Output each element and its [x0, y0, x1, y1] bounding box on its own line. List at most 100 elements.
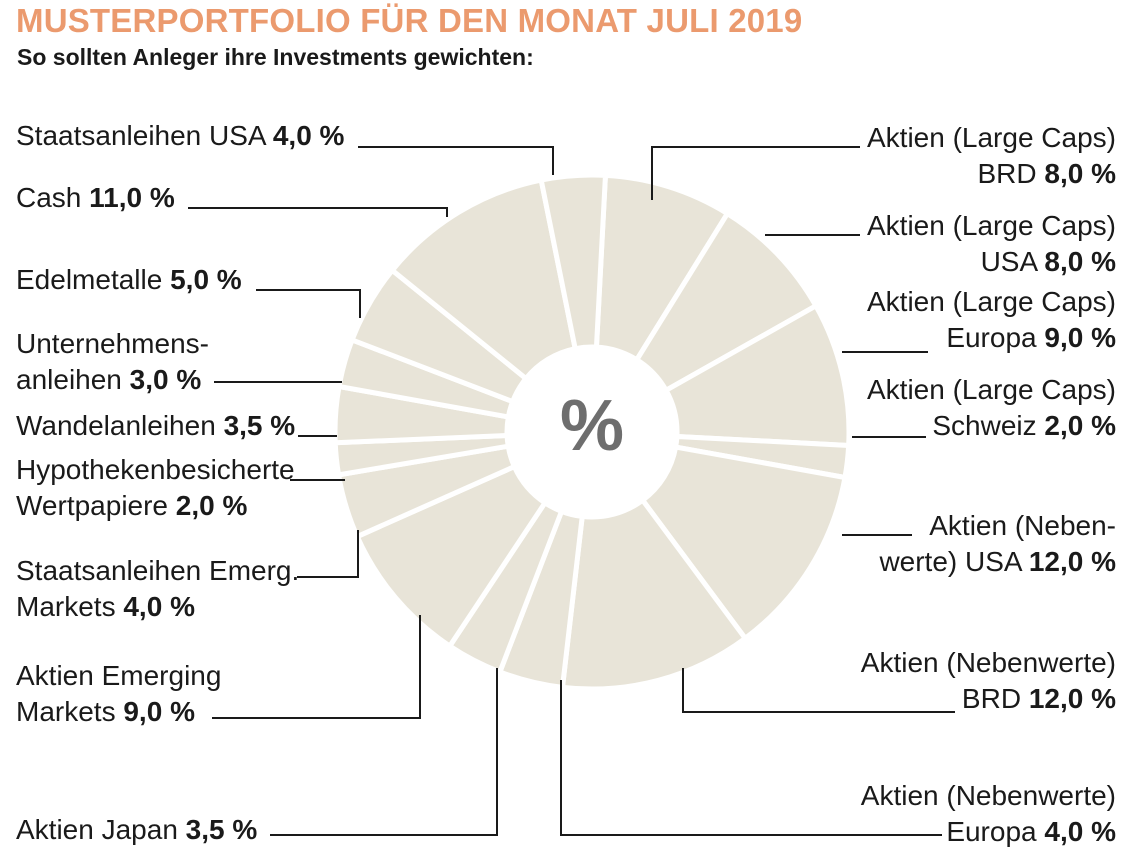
leader-line-staatsanleihen-emerg-markets: [297, 530, 359, 578]
slice-label-text: Hypothekenbesicherte: [16, 454, 295, 485]
slice-label-text: Schweiz: [932, 410, 1037, 441]
leader-line-aktien-nebenwerte-brd: [682, 668, 955, 713]
slice-label-cash: Cash 11,0 %: [16, 180, 175, 216]
slice-label-aktien-large-caps-schweiz: Aktien (Large Caps) Schweiz 2,0 %: [867, 372, 1116, 444]
slice-label-text: Edelmetalle: [16, 264, 163, 295]
slice-value-label: 5,0 %: [170, 264, 242, 295]
slice-label-text: Cash: [16, 182, 82, 213]
slice-value-label: 8,0 %: [1044, 158, 1116, 189]
slice-label-line: Aktien (Large Caps): [867, 208, 1116, 244]
slice-label-text: anleihen: [16, 364, 122, 395]
slice-label-text: Aktien (Nebenwerte): [860, 780, 1116, 811]
slice-label-text: Markets: [16, 696, 116, 727]
slice-label-line: Aktien (Nebenwerte): [861, 778, 1116, 814]
slice-label-line: Cash 11,0 %: [16, 180, 175, 216]
slice-label-line: Aktien Japan 3,5 %: [16, 812, 257, 848]
slice-label-line: BRD 12,0 %: [861, 681, 1116, 717]
slice-label-text: werte) USA: [879, 546, 1022, 577]
slice-label-staatsanleihen-usa: Staatsanleihen USA 4,0 %: [16, 118, 344, 154]
slice-label-line: Edelmetalle 5,0 %: [16, 262, 242, 298]
slice-label-hypothekenbesicherte-wertpapiere: Hypothekenbesicherte Wertpapiere 2,0 %: [16, 452, 295, 524]
slice-label-aktien-nebenwerte-europa: Aktien (Nebenwerte) Europa 4,0 %: [861, 778, 1116, 850]
slice-aktien-nebenwerte-usa: [640, 444, 848, 641]
slice-label-text: BRD: [961, 683, 1022, 714]
slice-label-aktien-large-caps-europa: Aktien (Large Caps) Europa 9,0 %: [867, 284, 1116, 356]
slice-label-aktien-large-caps-usa: Aktien (Large Caps) USA 8,0 %: [867, 208, 1116, 280]
slice-value-label: 3,5 %: [223, 410, 296, 441]
slice-label-line: werte) USA 12,0 %: [879, 544, 1116, 580]
center-percent-label: %: [560, 386, 624, 466]
leader-line-aktien-nebenwerte-europa: [560, 680, 942, 836]
slice-label-text: Europa: [946, 816, 1037, 847]
slice-label-text: Unternehmens-: [16, 328, 209, 359]
slice-value-label: 8,0 %: [1044, 246, 1116, 277]
slice-label-line: Wandelanleihen 3,5 %: [16, 408, 295, 444]
slice-value-label: 4,0 %: [123, 591, 195, 622]
slice-label-staatsanleihen-emerg-markets: Staatsanleihen Emerg. Markets 4,0 %: [16, 553, 299, 625]
slice-value-label: 4,0 %: [272, 120, 345, 151]
slice-value-label: 12,0 %: [1028, 683, 1116, 714]
slice-staatsanleihen-usa: [538, 172, 608, 352]
slice-value-label: 4,0 %: [1044, 816, 1116, 847]
chart-title: MUSTERPORTFOLIO FÜR DEN MONAT JULI 2019: [16, 2, 803, 39]
slice-aktien-nebenwerte-brd: [559, 497, 748, 692]
slice-label-text: Aktien (Neben-: [929, 510, 1116, 541]
slice-label-aktien-nebenwerte-usa: Aktien (Neben-werte) USA 12,0 %: [879, 508, 1116, 580]
slice-label-line: Staatsanleihen Emerg.: [16, 553, 299, 589]
slice-label-line: Hypothekenbesicherte: [16, 452, 295, 488]
slice-label-text: Staatsanleihen Emerg.: [16, 555, 300, 586]
slice-label-text: Wertpapiere: [16, 490, 169, 521]
slice-label-line: Aktien (Large Caps): [867, 284, 1116, 320]
slice-label-aktien-emerging-markets: Aktien Emerging Markets 9,0 %: [16, 658, 221, 730]
slice-label-line: Aktien (Neben-: [879, 508, 1116, 544]
slice-label-line: Aktien Emerging: [16, 658, 221, 694]
slice-label-text: Aktien (Large Caps): [866, 122, 1116, 153]
slice-label-line: Aktien (Large Caps): [867, 120, 1116, 156]
chart-subtitle: So sollten Anleger ihre Investments gewi…: [17, 44, 534, 70]
slice-label-aktien-large-caps-brd: Aktien (Large Caps) BRD 8,0 %: [867, 120, 1116, 192]
slice-label-text: Aktien (Large Caps): [866, 286, 1116, 317]
slice-label-aktien-nebenwerte-brd: Aktien (Nebenwerte) BRD 12,0 %: [861, 645, 1116, 717]
leader-line-cash: [188, 207, 448, 217]
slice-label-line: Aktien (Nebenwerte): [861, 645, 1116, 681]
slice-label-line: Staatsanleihen USA 4,0 %: [16, 118, 344, 154]
slice-label-text: BRD: [977, 158, 1037, 189]
slice-label-line: USA 8,0 %: [867, 244, 1116, 280]
slices-group: [332, 172, 852, 692]
slice-label-text: Aktien (Large Caps): [866, 210, 1116, 241]
slice-label-line: Europa 9,0 %: [867, 320, 1116, 356]
slice-value-label: 2,0 %: [175, 490, 248, 521]
slice-label-line: Markets 4,0 %: [16, 589, 299, 625]
slice-label-edelmetalle: Edelmetalle 5,0 %: [16, 262, 242, 298]
slice-label-text: USA: [980, 246, 1037, 277]
slice-value-label: 3,0 %: [129, 364, 202, 395]
slice-label-line: anleihen 3,0 %: [16, 362, 209, 398]
slice-value-label: 11,0 %: [89, 182, 175, 213]
slice-label-text: Aktien Japan: [16, 814, 178, 845]
slice-label-text: Wandelanleihen: [16, 410, 216, 441]
slice-cash: [389, 177, 578, 382]
slice-label-line: Aktien (Large Caps): [867, 372, 1116, 408]
leader-line-aktien-japan: [270, 668, 498, 836]
slice-label-text: Europa: [946, 322, 1037, 353]
slice-value-label: 3,5 %: [185, 814, 258, 845]
leader-lines-group: [188, 146, 955, 836]
leader-line-aktien-emerging-markets: [212, 615, 421, 719]
slice-label-text: Aktien Emerging: [16, 660, 222, 691]
slice-value-label: 9,0 %: [1044, 322, 1116, 353]
slice-label-text: Markets: [16, 591, 116, 622]
slice-label-aktien-japan: Aktien Japan 3,5 %: [16, 812, 257, 848]
slice-label-wandelanleihen: Wandelanleihen 3,5 %: [16, 408, 295, 444]
slice-label-line: Markets 9,0 %: [16, 694, 221, 730]
slice-label-line: Europa 4,0 %: [861, 814, 1116, 850]
leader-line-staatsanleihen-usa: [358, 146, 554, 175]
slice-label-unternehmensanleihen: Unternehmens-anleihen 3,0 %: [16, 326, 209, 398]
slice-value-label: 2,0 %: [1044, 410, 1116, 441]
leader-line-edelmetalle: [256, 289, 361, 318]
slice-label-text: Staatsanleihen USA: [16, 120, 266, 151]
slice-value-label: 9,0 %: [123, 696, 195, 727]
slice-label-text: Aktien (Large Caps): [866, 374, 1116, 405]
slice-label-line: BRD 8,0 %: [867, 156, 1116, 192]
slice-label-line: Unternehmens-: [16, 326, 209, 362]
